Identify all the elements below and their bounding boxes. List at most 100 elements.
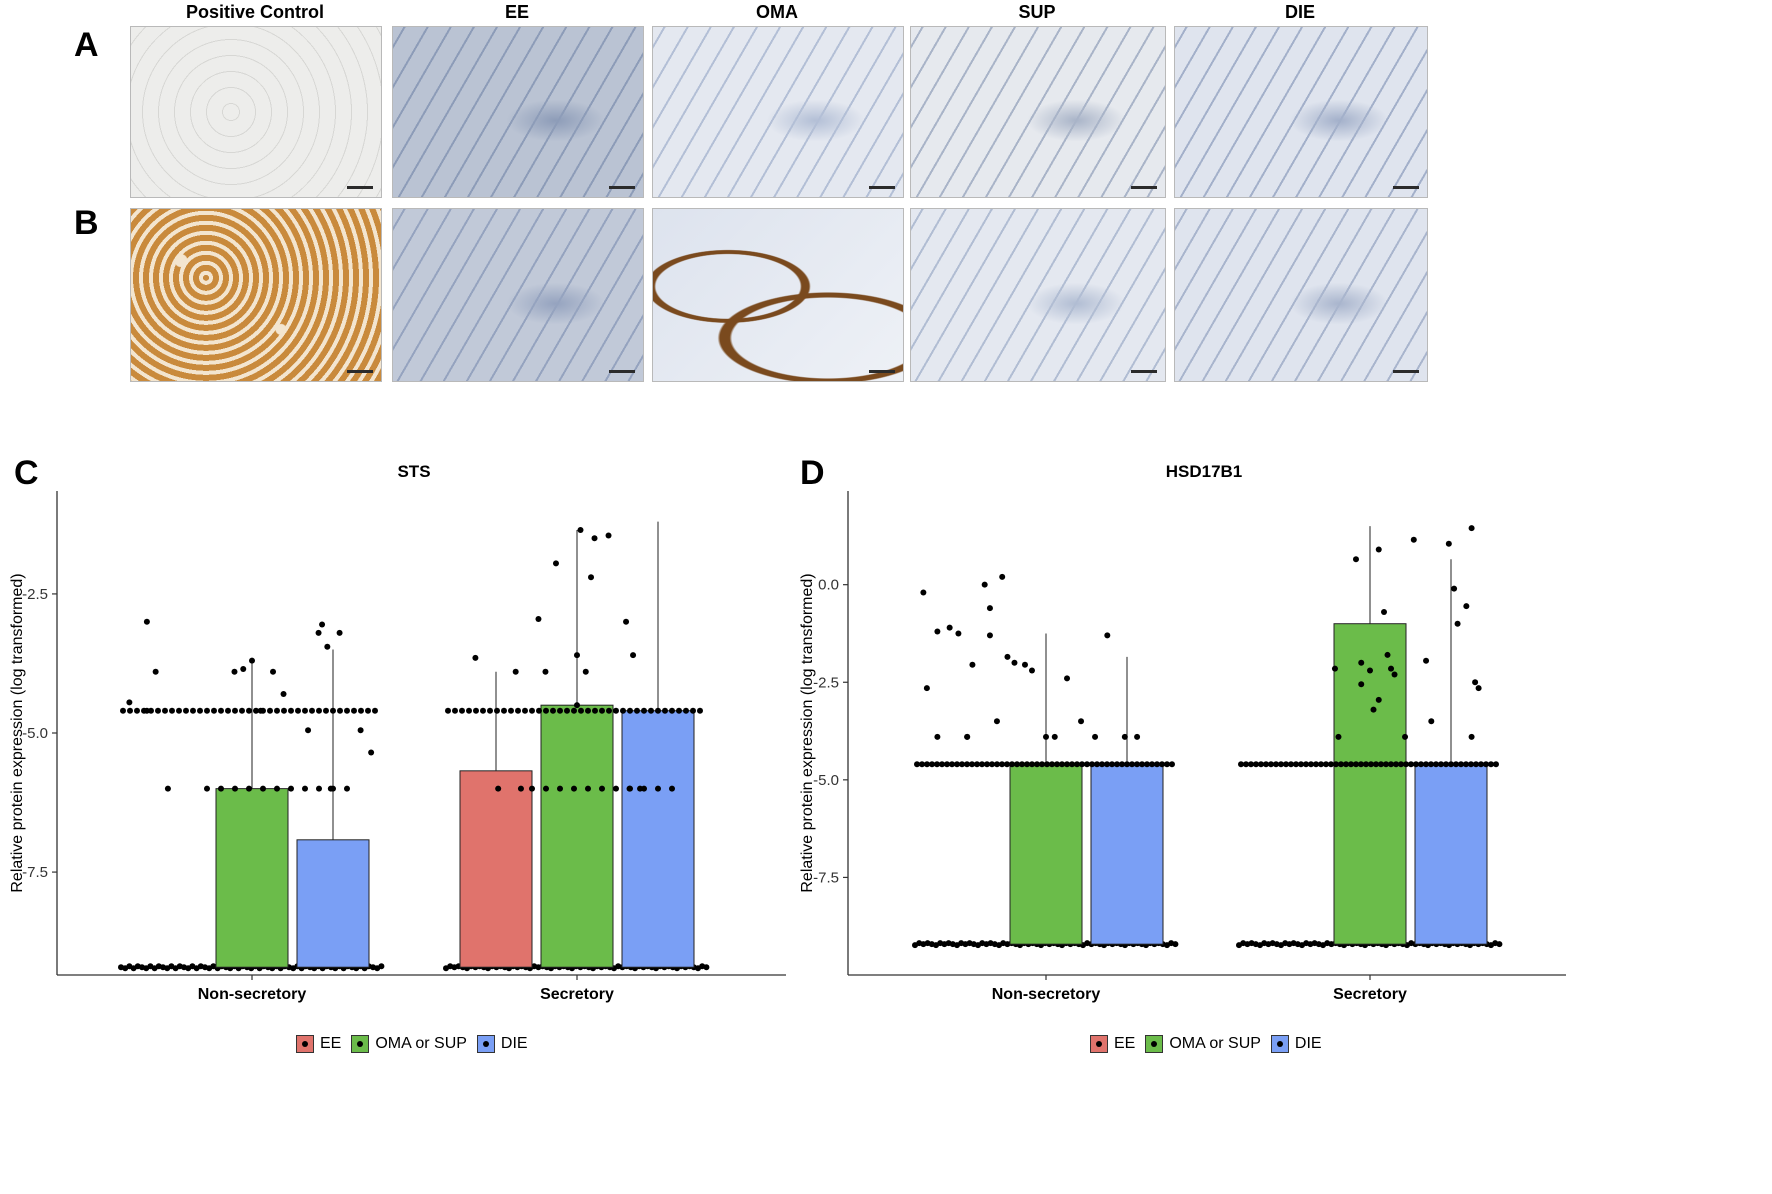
data-point [669, 707, 675, 714]
y-axis-label: Relative protein expression (log transfo… [799, 573, 816, 892]
data-point [1034, 761, 1040, 768]
data-point [588, 574, 595, 581]
scale-bar [609, 370, 635, 373]
data-point [969, 661, 976, 668]
y-tick-label: -5.0 [813, 772, 839, 789]
data-point [330, 707, 336, 714]
data-point [1458, 761, 1464, 768]
data-point [459, 707, 465, 714]
data-point [1413, 761, 1419, 768]
data-point [944, 761, 950, 768]
data-point [1373, 761, 1379, 768]
data-point [1084, 761, 1090, 768]
data-point [582, 668, 589, 675]
data-point [148, 707, 154, 714]
legend-key [1145, 1035, 1164, 1053]
y-tick-label: -7.5 [22, 864, 48, 881]
data-point [1243, 761, 1249, 768]
data-point [1363, 761, 1369, 768]
bar-die-secretory [621, 710, 695, 968]
data-point [445, 707, 451, 714]
data-point [246, 785, 252, 792]
column-header-positive-control: Positive Control [185, 2, 324, 22]
data-point [1403, 761, 1409, 768]
data-point [204, 785, 210, 792]
data-point [920, 589, 927, 596]
data-point [232, 785, 238, 792]
data-point [1064, 675, 1071, 682]
data-point [218, 785, 224, 792]
data-point [1428, 761, 1434, 768]
data-point [240, 666, 247, 673]
data-point [176, 707, 182, 714]
data-point [295, 707, 301, 714]
data-point [655, 707, 661, 714]
data-point [372, 707, 378, 714]
data-point [1121, 733, 1128, 740]
data-point [1493, 761, 1499, 768]
data-point [662, 707, 668, 714]
data-point [494, 707, 500, 714]
data-point [623, 618, 630, 625]
data-point [337, 707, 343, 714]
data-point [630, 652, 637, 659]
data-point [315, 629, 322, 636]
data-point [280, 691, 287, 698]
data-point [1054, 761, 1060, 768]
data-point [1109, 761, 1115, 768]
data-point [1004, 761, 1010, 768]
data-point [543, 707, 549, 714]
data-point [365, 707, 371, 714]
data-point [923, 685, 930, 692]
data-point [1478, 761, 1484, 768]
data-point [508, 707, 514, 714]
data-point [1134, 733, 1141, 740]
data-point [986, 605, 993, 612]
data-point [599, 707, 605, 714]
data-point [605, 532, 612, 539]
data-point [1011, 659, 1018, 666]
data-point [316, 785, 322, 792]
micrograph-b-die [1174, 208, 1428, 382]
y-axis-label: Relative protein expression (log transfo… [9, 573, 26, 892]
data-point [1129, 761, 1135, 768]
micrograph-a-die [1174, 26, 1428, 198]
data-point [578, 707, 584, 714]
bar-die-non-secretory [1090, 763, 1164, 945]
scale-bar [609, 186, 635, 189]
legend-label: EE [1114, 1035, 1136, 1052]
data-point [246, 707, 252, 714]
data-point [606, 707, 612, 714]
data-point [1164, 761, 1170, 768]
data-point [1375, 696, 1382, 703]
data-point [1313, 761, 1319, 768]
data-point [592, 707, 598, 714]
data-point [1331, 665, 1338, 672]
data-point [964, 761, 970, 768]
data-point [1144, 761, 1150, 768]
data-point [267, 707, 273, 714]
data-point [919, 761, 925, 768]
data-point [934, 733, 941, 740]
data-point [599, 785, 605, 792]
data-point [1044, 761, 1050, 768]
data-point [1273, 761, 1279, 768]
scale-bar [1393, 186, 1419, 189]
data-point [190, 707, 196, 714]
data-point [1453, 761, 1459, 768]
data-point [134, 707, 140, 714]
data-point [512, 668, 519, 675]
data-point [1089, 761, 1095, 768]
micrograph-b-positive-control [130, 208, 382, 382]
data-point [1114, 761, 1120, 768]
data-point [495, 785, 502, 792]
data-point [1454, 620, 1461, 627]
data-point [1383, 761, 1389, 768]
legend-sts: EE OMA or SUP DIE [296, 1032, 528, 1056]
column-header-ee: EE [504, 2, 529, 22]
data-point [522, 707, 528, 714]
data-point [542, 668, 549, 675]
data-point [1353, 761, 1359, 768]
data-point [627, 785, 633, 792]
data-point [703, 964, 710, 971]
